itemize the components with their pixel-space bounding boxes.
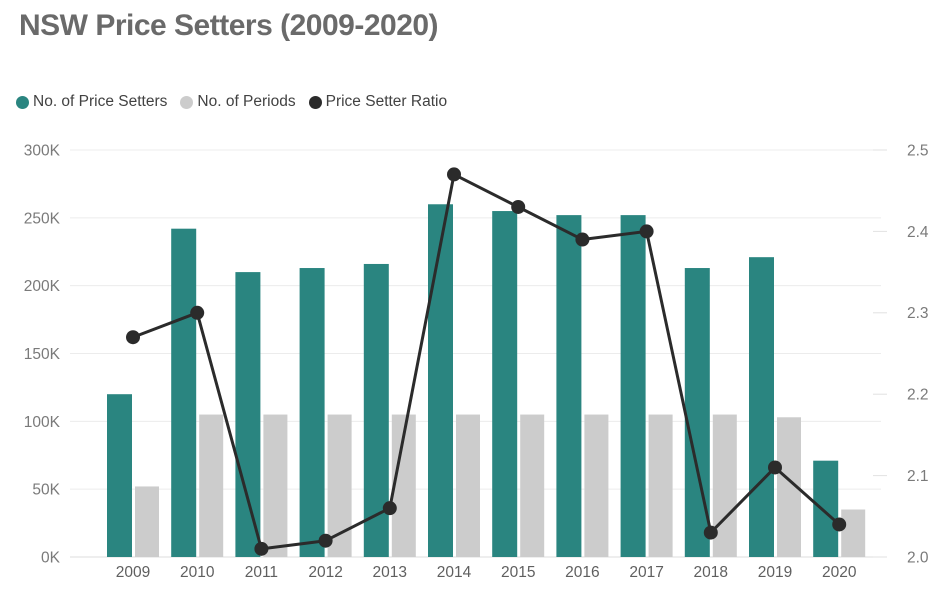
- x-axis-label-2013: 2013: [373, 564, 407, 581]
- left-axis-label-50K: 50K: [32, 482, 60, 499]
- ratio-point-2017[interactable]: [639, 224, 654, 239]
- x-axis-label-2009: 2009: [116, 564, 150, 581]
- legend-item-0[interactable]: No. of Price Setters: [16, 93, 167, 111]
- bar-periods-2014[interactable]: [456, 414, 480, 557]
- ratio-point-2015[interactable]: [511, 199, 526, 214]
- bar-price-setters-2014[interactable]: [428, 204, 453, 557]
- legend-marker-icon: [308, 95, 322, 109]
- x-axis-label-2011: 2011: [245, 564, 278, 581]
- ratio-line: [131, 172, 841, 551]
- ratio-point-2020[interactable]: [832, 517, 847, 532]
- bar-periods-2011[interactable]: [263, 414, 288, 557]
- bar-periods-2016[interactable]: [584, 414, 609, 557]
- right-axis-label-2.0: 2.0: [907, 549, 929, 566]
- legend-label: No. of Periods: [197, 93, 296, 110]
- x-axis-label-2010: 2010: [180, 564, 215, 581]
- bar-price-setters-2012[interactable]: [299, 268, 325, 557]
- left-axis-label-250K: 250K: [24, 210, 61, 227]
- legend-marker-icon: [180, 95, 194, 109]
- bar-price-setters-2016[interactable]: [556, 215, 582, 557]
- x-axis-label-2014: 2014: [437, 564, 472, 581]
- left-axis-label-150K: 150K: [24, 346, 61, 363]
- x-axis-label-2016: 2016: [565, 564, 599, 581]
- bar-price-setters-2019[interactable]: [749, 257, 774, 557]
- bar-periods-2015[interactable]: [520, 414, 545, 557]
- x-axis-label-2017: 2017: [629, 564, 663, 581]
- legend-marker-icon: [16, 95, 29, 109]
- bar-periods-2017[interactable]: [648, 414, 673, 557]
- right-axis-label-2.2: 2.2: [907, 387, 929, 404]
- ratio-point-2012[interactable]: [318, 533, 333, 548]
- bar-periods-2012[interactable]: [327, 414, 352, 557]
- ratio-point-2009[interactable]: [126, 330, 140, 345]
- bar-price-setters-2017[interactable]: [620, 215, 646, 557]
- ratio-point-2014[interactable]: [447, 167, 461, 182]
- left-axis-label-200K: 200K: [24, 278, 61, 295]
- ratio-point-2013[interactable]: [382, 501, 397, 516]
- ratio-point-2010[interactable]: [190, 305, 205, 320]
- x-axis-label-2012: 2012: [308, 564, 342, 581]
- ratio-point-2019[interactable]: [768, 460, 782, 475]
- chart-title: NSW Price Setters (2009-2020): [19, 9, 439, 42]
- legend-label: No. of Price Setters: [33, 93, 168, 110]
- x-axis-label-2018: 2018: [694, 564, 728, 581]
- bar-price-setters-2010[interactable]: [171, 228, 197, 558]
- ratio-point-2018[interactable]: [703, 525, 718, 540]
- right-axis-label-2.5: 2.5: [907, 142, 929, 159]
- left-axis-label-0K: 0K: [41, 549, 61, 566]
- x-axis-label-2020: 2020: [822, 564, 857, 581]
- legend-item-1[interactable]: No. of Periods: [180, 93, 296, 111]
- bar-price-setters-2020[interactable]: [813, 460, 839, 557]
- left-axis-label-300K: 300K: [24, 142, 61, 159]
- legend: No. of Price Setters No. of Periods Price …: [16, 93, 460, 111]
- ratio-point-2011[interactable]: [254, 541, 269, 556]
- bar-periods-2010[interactable]: [199, 414, 224, 557]
- bar-price-setters-2015[interactable]: [492, 211, 518, 558]
- ratio-point-2016[interactable]: [575, 232, 590, 247]
- x-axis-label-2015: 2015: [501, 564, 535, 581]
- bar-periods-2009[interactable]: [135, 486, 159, 557]
- legend-label: Price Setter Ratio: [325, 93, 448, 110]
- right-axis-label-2.3: 2.3: [907, 305, 929, 322]
- x-axis-label-2019: 2019: [758, 564, 792, 581]
- left-axis-label-100K: 100K: [24, 414, 61, 431]
- bar-price-setters-2009[interactable]: [107, 394, 132, 557]
- legend-item-2[interactable]: Price Setter Ratio: [308, 93, 448, 111]
- right-axis-label-2.1: 2.1: [907, 468, 929, 485]
- right-axis-label-2.4: 2.4: [907, 224, 929, 241]
- bar-price-setters-2011[interactable]: [235, 272, 261, 557]
- bar-periods-2020[interactable]: [841, 509, 866, 557]
